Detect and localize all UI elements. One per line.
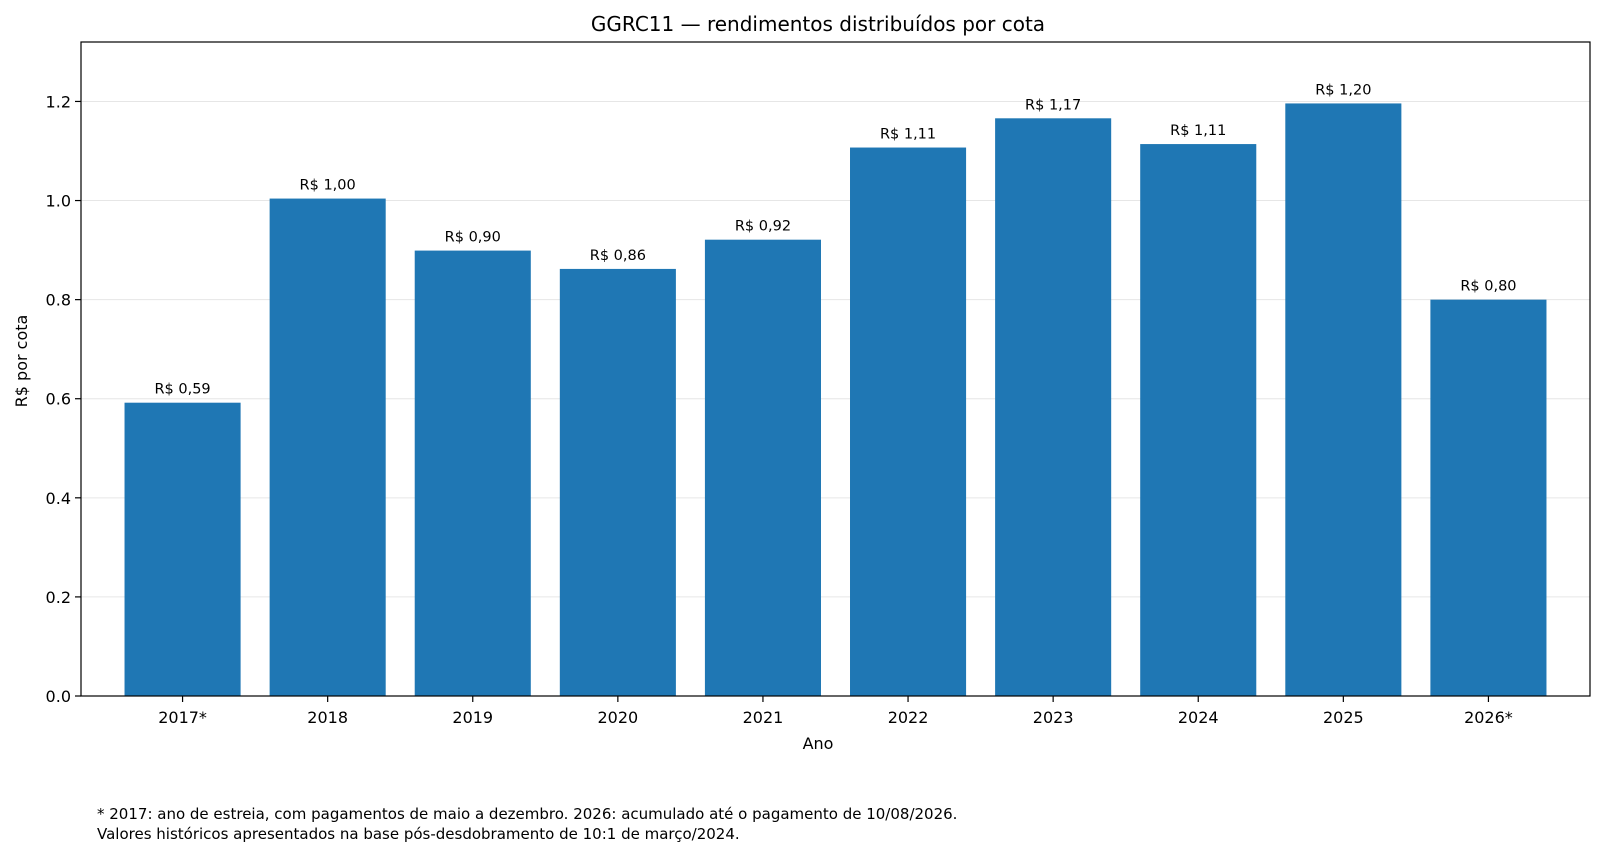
x-tick-label: 2020: [597, 708, 638, 727]
y-axis-label: R$ por cota: [12, 315, 31, 408]
bar-2022: [850, 147, 967, 697]
bar-value-label: R$ 1,20: [1315, 82, 1371, 98]
x-tick-label: 2018: [307, 708, 348, 727]
bar-2019: [414, 250, 531, 696]
x-tick-label: 2017*: [158, 708, 207, 727]
bar-value-label: R$ 0,92: [735, 219, 791, 235]
bar-value-label: R$ 0,80: [1460, 279, 1516, 295]
y-axis-ticks: 0.0 0.2 0.4 0.6 0.8 1.0 1.2: [46, 92, 81, 706]
bar-value-label: R$ 1,17: [1025, 97, 1081, 113]
bar-value-label: R$ 1,11: [880, 127, 936, 143]
bar-2017: [124, 402, 241, 696]
x-tick-label: 2022: [888, 708, 929, 727]
bar-2020: [559, 268, 676, 696]
x-tick-label: 2026*: [1464, 708, 1513, 727]
chart-title: GGRC11 — rendimentos distribuídos por co…: [591, 12, 1045, 36]
bar-value-label: R$ 0,86: [590, 248, 646, 264]
x-tick-label: 2019: [452, 708, 493, 727]
x-tick-label: 2023: [1033, 708, 1074, 727]
bar-value-labels: R$ 0,59 R$ 1,00 R$ 0,90 R$ 0,86 R$ 0,92 R$ 1,…: [154, 82, 1516, 397]
plot-frame: [80, 41, 1591, 697]
footnote-line-2: Valores históricos apresentados na base …: [97, 825, 740, 843]
bar-2018: [269, 198, 386, 696]
x-tick-label: 2021: [743, 708, 784, 727]
bar-value-label: R$ 1,00: [300, 178, 356, 194]
bar-value-label: R$ 1,11: [1170, 123, 1226, 139]
x-axis-ticks: 2017* 2018 2019 2020 2021 2022 2023 2024 2025 202…: [158, 696, 1513, 727]
x-tick-label: 2024: [1178, 708, 1219, 727]
bar-2026: [1430, 299, 1547, 696]
y-tick-label: 0.8: [46, 291, 71, 310]
y-tick-label: 0.4: [46, 489, 71, 508]
bar-2025: [1285, 103, 1402, 697]
y-tick-label: 0.0: [46, 687, 71, 706]
y-tick-label: 0.6: [46, 390, 71, 409]
y-tick-label: 1.2: [46, 92, 71, 111]
bar-2024: [1140, 144, 1257, 697]
x-axis-label: Ano: [803, 734, 834, 753]
bar-value-label: R$ 0,59: [154, 382, 210, 398]
bar-2023: [995, 118, 1112, 697]
y-tick-label: 1.0: [46, 192, 71, 211]
footnote-line-1: * 2017: ano de estreia, com pagamentos d…: [97, 805, 958, 823]
y-tick-label: 0.2: [46, 588, 71, 607]
x-tick-label: 2025: [1323, 708, 1364, 727]
bar-2021: [704, 239, 821, 696]
bars: [124, 103, 1547, 697]
bar-value-label: R$ 0,90: [445, 230, 501, 246]
